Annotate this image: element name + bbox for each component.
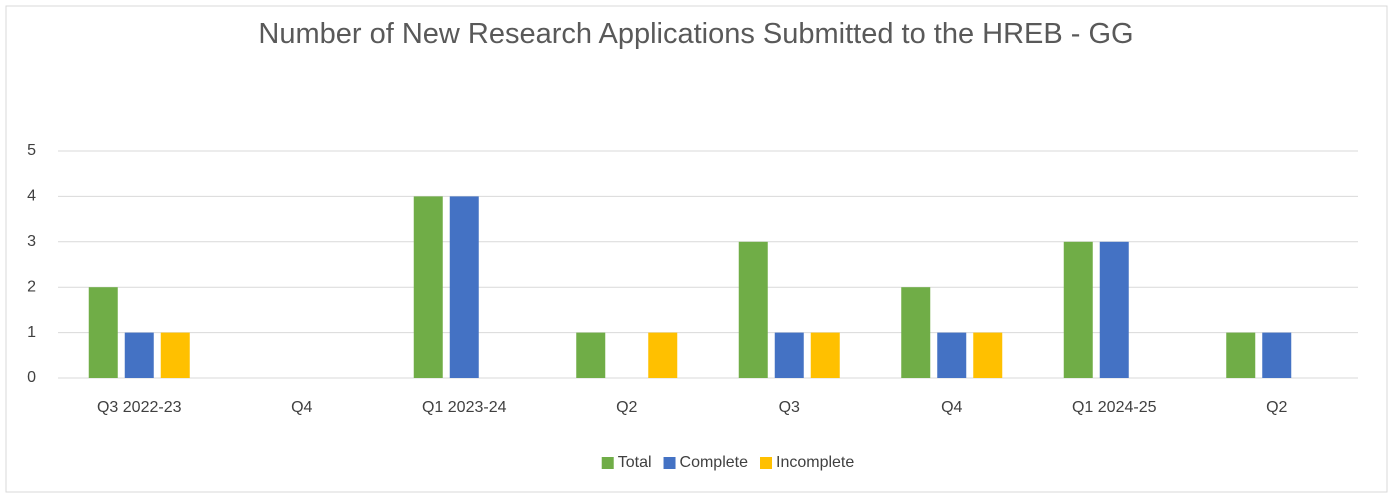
- legend-swatch: [601, 457, 614, 469]
- bar: [810, 332, 840, 378]
- bar: [449, 196, 479, 378]
- bar: [901, 287, 931, 378]
- bar: [1226, 332, 1256, 378]
- bar: [937, 332, 967, 378]
- bar: [774, 332, 804, 378]
- y-tick-label: 0: [27, 369, 36, 386]
- y-tick-label: 4: [27, 188, 36, 205]
- legend-label: Complete: [680, 454, 749, 471]
- x-tick-label: Q2: [616, 399, 637, 416]
- bar: [1063, 241, 1093, 378]
- y-tick-label: 5: [27, 142, 36, 159]
- x-tick-label: Q2: [1266, 399, 1287, 416]
- bar: [1099, 241, 1129, 378]
- x-tick-label: Q1 2023-24: [422, 399, 507, 416]
- x-tick-label: Q4: [941, 399, 962, 416]
- legend-label: Incomplete: [776, 454, 854, 471]
- legend-swatch: [760, 457, 773, 469]
- bar: [124, 332, 154, 378]
- bar: [576, 332, 606, 378]
- y-tick-label: 3: [27, 233, 36, 250]
- chart-title: Number of New Research Applications Subm…: [258, 18, 1134, 50]
- y-tick-label: 2: [27, 278, 36, 295]
- x-tick-label: Q3: [779, 399, 800, 416]
- legend-label: Total: [618, 454, 652, 471]
- y-tick-label: 1: [27, 324, 36, 341]
- bar: [1262, 332, 1292, 378]
- bar: [413, 196, 443, 378]
- x-tick-label: Q4: [291, 399, 312, 416]
- bar: [160, 332, 190, 378]
- bar: [648, 332, 678, 378]
- x-tick-label: Q3 2022-23: [97, 399, 182, 416]
- bar: [738, 241, 768, 378]
- chart-border: [5, 5, 1388, 493]
- bar: [88, 287, 118, 378]
- bar: [973, 332, 1003, 378]
- legend-swatch: [663, 457, 676, 469]
- x-tick-label: Q1 2024-25: [1072, 399, 1157, 416]
